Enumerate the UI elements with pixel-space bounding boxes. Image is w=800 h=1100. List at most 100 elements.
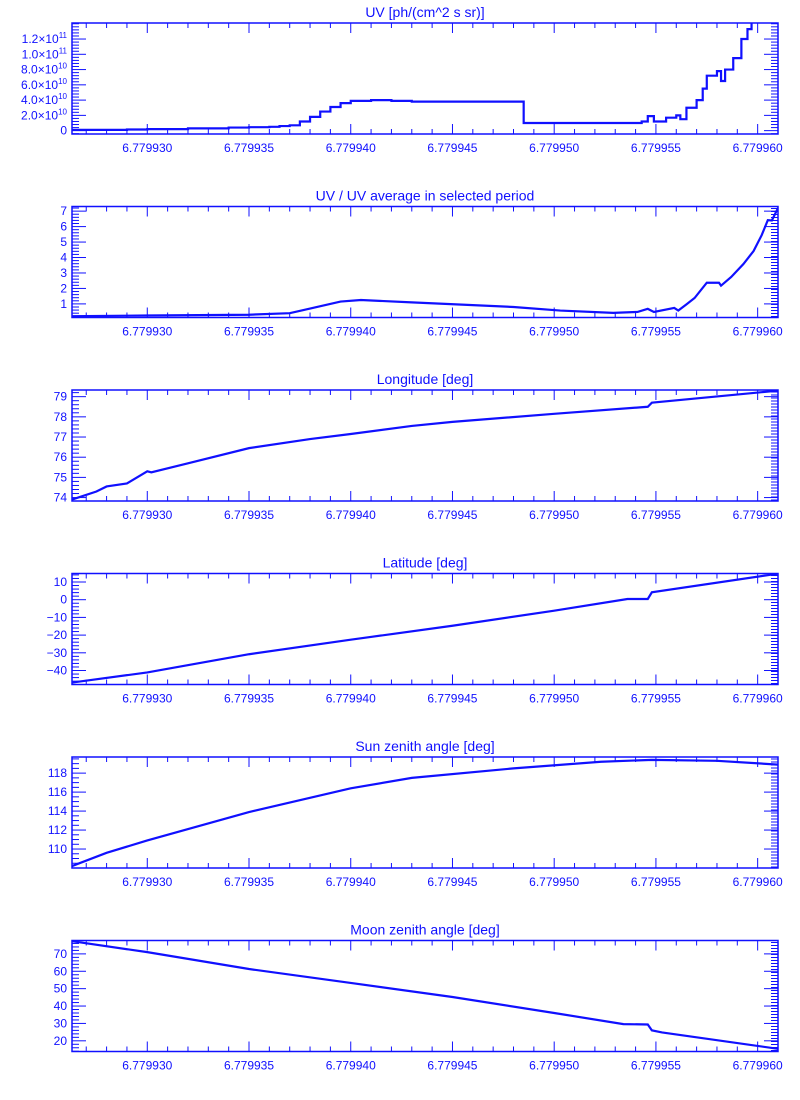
y-tick-label-base: 76 xyxy=(54,450,68,464)
x-tick-label: 6.779935 xyxy=(224,692,274,706)
y-tick-label: 3 xyxy=(60,266,67,280)
data-series-line xyxy=(72,207,778,318)
y-tick-label-exponent: 10 xyxy=(58,92,67,101)
x-tick-label: 6.779960 xyxy=(733,141,783,155)
y-tick-label-exponent: 11 xyxy=(59,46,68,55)
y-tick-label: 5 xyxy=(60,235,67,249)
y-tick-label: 60 xyxy=(54,964,68,978)
y-tick-label-base: 2 xyxy=(60,281,67,295)
panel-title: UV [ph/(cm^2 s sr)] xyxy=(365,4,484,20)
panel-6: Moon zenith angle [deg] 6.779930 6.779935 6… xyxy=(54,922,783,1073)
panel-title: Moon zenith angle [deg] xyxy=(350,922,499,938)
y-tick-label-base: 1.2×10 xyxy=(22,32,59,46)
x-tick-label: 6.779940 xyxy=(326,1059,376,1073)
panel-4: Latitude [deg] 6.779930 6.779935 6.779940 6.… xyxy=(47,555,783,706)
y-tick-label: 7 xyxy=(60,204,67,218)
panel-2: UV / UV average in selected period 6.7799… xyxy=(60,188,783,339)
panel-title: Latitude [deg] xyxy=(383,555,468,571)
x-tick-label: 6.779935 xyxy=(224,508,274,522)
plot-frame xyxy=(71,756,779,869)
data-series-line xyxy=(72,390,778,501)
x-tick-label: 6.779940 xyxy=(326,508,376,522)
y-tick-label-base: 10 xyxy=(54,575,68,589)
y-tick-label: 30 xyxy=(54,1016,68,1030)
y-tick-label: 4 xyxy=(60,251,67,265)
y-tick-label: 116 xyxy=(48,785,67,799)
y-tick-label: 0 xyxy=(60,124,67,138)
x-tick-label: 6.779945 xyxy=(427,508,477,522)
y-tick-label-base: 30 xyxy=(54,1016,68,1030)
y-tick-label: −40 xyxy=(47,664,68,678)
y-tick-label-base: 7 xyxy=(60,204,67,218)
y-tick-label: 1.2×1011 xyxy=(22,31,68,46)
y-tick-label: 79 xyxy=(54,390,68,404)
y-tick-label: 10 xyxy=(54,575,68,589)
panel-1: UV [ph/(cm^2 s sr)] 6.779930 6.779935 6.779… xyxy=(21,4,783,155)
y-tick-label-base: 116 xyxy=(48,785,67,799)
y-tick-label-base: 112 xyxy=(48,823,67,837)
x-tick-label: 6.779930 xyxy=(122,1059,172,1073)
y-tick-label: 1 xyxy=(60,297,67,311)
data-series-line xyxy=(72,23,753,131)
y-tick-label: 40 xyxy=(54,999,68,1013)
y-tick-label: 8.0×1010 xyxy=(21,62,67,77)
y-tick-label-base: −20 xyxy=(47,628,68,642)
x-tick-label: 6.779955 xyxy=(631,692,681,706)
data-series-line xyxy=(72,758,778,868)
y-tick-label-base: 79 xyxy=(54,390,68,404)
y-tick-label-base: 70 xyxy=(54,947,68,961)
y-tick-label-base: 74 xyxy=(54,491,68,505)
y-tick-label-base: 4.0×10 xyxy=(21,93,58,107)
panel-title: UV / UV average in selected period xyxy=(316,188,535,204)
x-tick-label: 6.779950 xyxy=(529,141,579,155)
x-tick-label: 6.779960 xyxy=(733,508,783,522)
x-tick-label: 6.779950 xyxy=(529,325,579,339)
y-tick-label: 114 xyxy=(48,804,67,818)
panel-title: Sun zenith angle [deg] xyxy=(355,738,494,754)
y-tick-label: −10 xyxy=(47,610,68,624)
y-tick-label-exponent: 10 xyxy=(58,107,67,116)
y-tick-label-exponent: 10 xyxy=(58,77,67,86)
x-tick-label: 6.779960 xyxy=(733,1059,783,1073)
x-tick-label: 6.779935 xyxy=(224,325,274,339)
panel-title: Longitude [deg] xyxy=(377,371,474,387)
x-tick-label: 6.779960 xyxy=(733,875,783,889)
y-tick-label: 0 xyxy=(60,593,67,607)
y-tick-label-base: −10 xyxy=(47,610,68,624)
y-tick-label-base: 118 xyxy=(48,766,67,780)
y-tick-label-base: 6 xyxy=(60,220,67,234)
y-tick-label: 110 xyxy=(48,842,67,856)
x-tick-label: 6.779955 xyxy=(631,1059,681,1073)
x-tick-label: 6.779950 xyxy=(529,692,579,706)
y-tick-label-base: 6.0×10 xyxy=(21,78,58,92)
y-tick-label: 76 xyxy=(54,450,68,464)
y-tick-label-base: 0 xyxy=(60,124,67,138)
x-tick-label: 6.779950 xyxy=(529,875,579,889)
x-tick-label: 6.779955 xyxy=(631,325,681,339)
y-tick-label: 112 xyxy=(48,823,67,837)
x-tick-label: 6.779960 xyxy=(733,325,783,339)
y-tick-label: 1.0×1011 xyxy=(22,46,68,61)
y-tick-label-exponent: 11 xyxy=(59,31,68,40)
x-tick-label: 6.779945 xyxy=(427,325,477,339)
y-tick-label: 4.0×1010 xyxy=(21,92,67,107)
x-tick-label: 6.779940 xyxy=(326,875,376,889)
x-tick-label: 6.779930 xyxy=(122,508,172,522)
x-tick-label: 6.779930 xyxy=(122,692,172,706)
y-tick-label-base: 1 xyxy=(60,297,67,311)
plot-frame xyxy=(71,389,779,502)
x-tick-label: 6.779935 xyxy=(224,141,274,155)
x-tick-label: 6.779930 xyxy=(122,325,172,339)
x-tick-label: 6.779940 xyxy=(326,325,376,339)
y-tick-label-base: 1.0×10 xyxy=(22,47,59,61)
y-tick-label: 118 xyxy=(48,766,67,780)
y-tick-label: 2 xyxy=(60,281,67,295)
y-tick-label-base: 114 xyxy=(48,804,67,818)
plot-frame xyxy=(71,205,779,319)
y-tick-label-base: 2.0×10 xyxy=(21,108,58,122)
y-tick-label: 77 xyxy=(54,430,68,444)
x-tick-label: 6.779930 xyxy=(122,875,172,889)
x-tick-label: 6.779930 xyxy=(122,141,172,155)
x-tick-label: 6.779945 xyxy=(427,692,477,706)
